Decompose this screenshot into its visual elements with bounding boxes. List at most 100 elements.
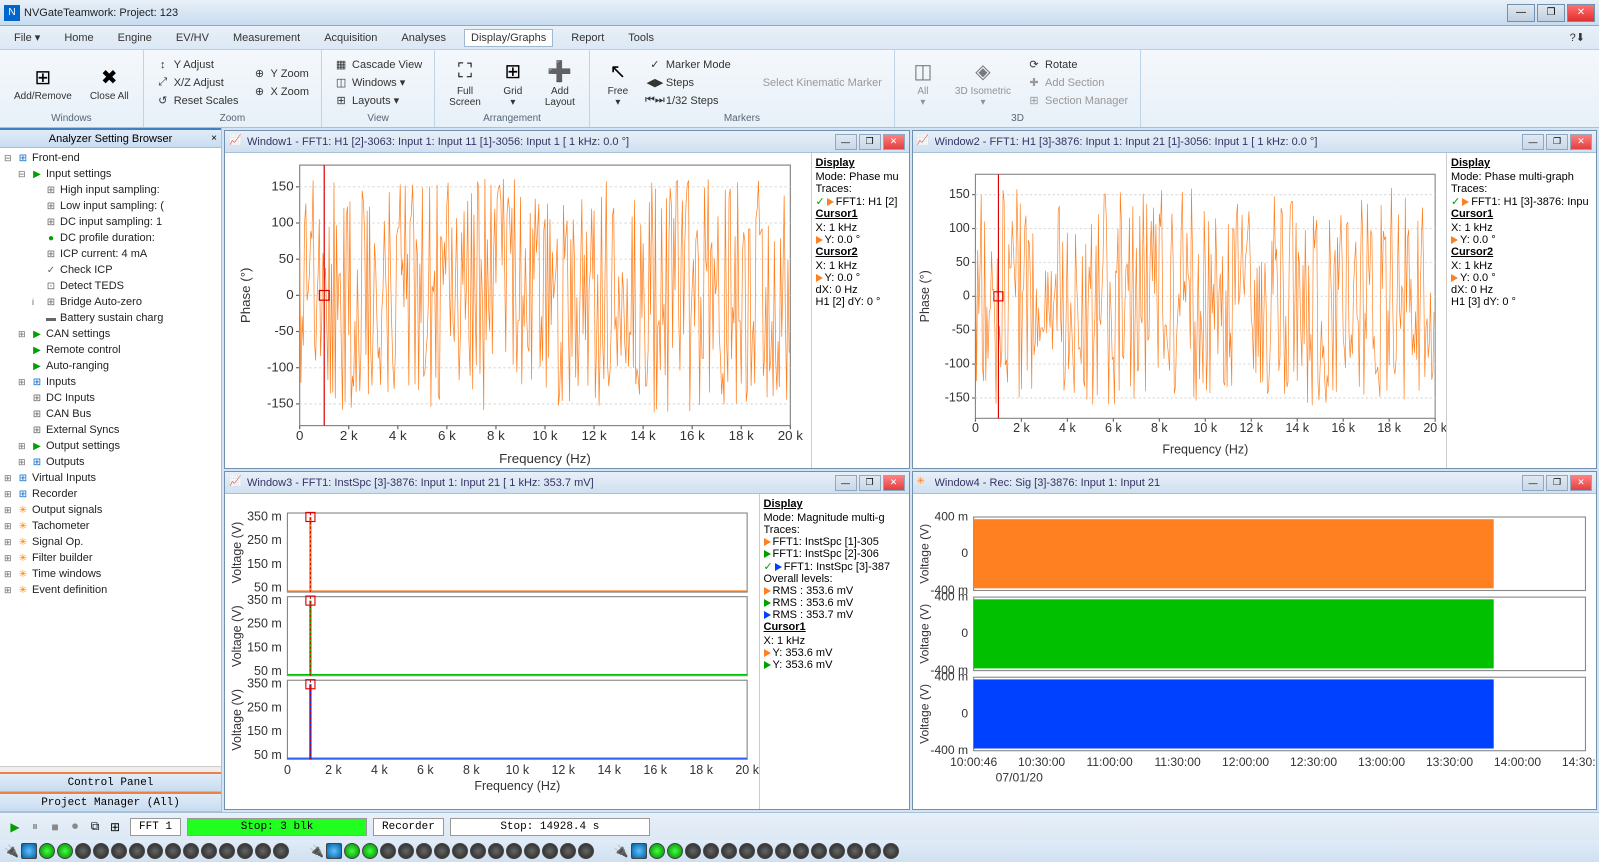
window4-titlebar[interactable]: ✳ Window4 - Rec: Sig [3]-3876: Input 1: … bbox=[913, 472, 1597, 494]
tree-node[interactable]: ⊡Detect TEDS bbox=[2, 278, 219, 294]
tree-node[interactable]: ▶Auto-ranging bbox=[2, 358, 219, 374]
help-button[interactable]: ?⬇ bbox=[1564, 29, 1591, 46]
tree-node[interactable]: ⊞ICP current: 4 mA bbox=[2, 246, 219, 262]
ribbon-x-zoom[interactable]: ⊕X Zoom bbox=[249, 84, 314, 100]
tree-node[interactable]: ⊞CAN Bus bbox=[2, 406, 219, 422]
ribbon-steps[interactable]: ◀▶Steps bbox=[644, 75, 735, 91]
ribbon-section-manager[interactable]: ⊞Section Manager bbox=[1023, 93, 1132, 109]
tree-node[interactable]: ⊞⊞Virtual Inputs bbox=[2, 470, 219, 486]
menu-item-file-[interactable]: File ▾ bbox=[8, 29, 46, 46]
tree-node[interactable]: ⊞▶Output settings bbox=[2, 438, 219, 454]
maximize-button[interactable]: ❐ bbox=[1546, 475, 1568, 491]
tree-node[interactable]: i⊞Bridge Auto-zero bbox=[2, 294, 219, 310]
minimize-button[interactable]: — bbox=[835, 475, 857, 491]
window2-titlebar[interactable]: 📈 Window2 - FFT1: H1 [3]-3876: Input 1: … bbox=[913, 131, 1597, 153]
window4-plot[interactable]: 400 m0-400 mVoltage (V)400 m0-400 mVolta… bbox=[913, 494, 1597, 809]
ribbon-windows-[interactable]: ◫Windows ▾ bbox=[330, 75, 426, 91]
window3-plot[interactable]: 350 m250 m150 m50 mVoltage (V)350 m250 m… bbox=[225, 494, 759, 809]
marker-icon bbox=[764, 661, 771, 669]
tree-node[interactable]: ⊞⊞Recorder bbox=[2, 486, 219, 502]
menu-item-measurement[interactable]: Measurement bbox=[227, 30, 306, 46]
ribbon-full-screen[interactable]: ⛶FullScreen bbox=[443, 56, 487, 110]
tree-node[interactable]: ⊟⊞Front-end bbox=[2, 150, 219, 166]
ribbon-reset-scales[interactable]: ↺Reset Scales bbox=[152, 93, 243, 109]
tree-node[interactable]: ⊞✳Time windows bbox=[2, 566, 219, 582]
tree-node[interactable]: ⊞✳Event definition bbox=[2, 582, 219, 598]
tree-node[interactable]: ⊞✳Signal Op. bbox=[2, 534, 219, 550]
close-button[interactable]: ✕ bbox=[883, 134, 905, 150]
stop-button[interactable]: ■ bbox=[46, 818, 64, 836]
ribbon-y-adjust[interactable]: ↕Y Adjust bbox=[152, 57, 243, 73]
maximize-button[interactable]: ❐ bbox=[859, 134, 881, 150]
menu-item-engine[interactable]: Engine bbox=[112, 30, 158, 46]
svg-text:11:00:00: 11:00:00 bbox=[1086, 755, 1133, 769]
tree-node[interactable]: ▶Remote control bbox=[2, 342, 219, 358]
tree-node[interactable]: ⊞✳Filter builder bbox=[2, 550, 219, 566]
minimize-button[interactable]: — bbox=[1507, 4, 1535, 22]
menu-item-report[interactable]: Report bbox=[565, 30, 610, 46]
tree-node[interactable]: ⊞✳Output signals bbox=[2, 502, 219, 518]
play-button[interactable]: ▶ bbox=[6, 818, 24, 836]
tree-node[interactable]: ⊟▶Input settings bbox=[2, 166, 219, 182]
tool-button[interactable]: ⊞ bbox=[106, 818, 124, 836]
ribbon-select-kinematic-marker[interactable]: Select Kinematic Marker bbox=[741, 75, 886, 91]
menu-item-acquisition[interactable]: Acquisition bbox=[318, 30, 383, 46]
close-button[interactable]: ✕ bbox=[1570, 134, 1592, 150]
menu-item-tools[interactable]: Tools bbox=[622, 30, 660, 46]
ribbon-x-z-adjust[interactable]: ⤢X/Z Adjust bbox=[152, 75, 243, 91]
maximize-button[interactable]: ❐ bbox=[1537, 4, 1565, 22]
menu-item-analyses[interactable]: Analyses bbox=[395, 30, 452, 46]
ribbon--d-isometric-[interactable]: ◈3D Isometric▾ bbox=[949, 56, 1017, 110]
marker-icon bbox=[1451, 274, 1458, 282]
tree-node[interactable]: ⊞DC Inputs bbox=[2, 390, 219, 406]
tree-node[interactable]: ⊞DC input sampling: 1 bbox=[2, 214, 219, 230]
svg-text:11:30:00: 11:30:00 bbox=[1154, 755, 1201, 769]
record-button[interactable]: ⏺ bbox=[66, 818, 84, 836]
copy-button[interactable]: ⧉ bbox=[86, 818, 104, 836]
ribbon-rotate[interactable]: ⟳Rotate bbox=[1023, 57, 1132, 73]
ribbon-all-[interactable]: ◫All▾ bbox=[903, 56, 943, 110]
ribbon-add-layout[interactable]: ➕AddLayout bbox=[539, 56, 581, 110]
ribbon-add-remove[interactable]: ⊞Add/Remove bbox=[8, 61, 78, 104]
tree-node[interactable]: ⊞External Syncs bbox=[2, 422, 219, 438]
tree-node[interactable]: ⊞⊞Inputs bbox=[2, 374, 219, 390]
tree-node[interactable]: ⊞Low input sampling: ( bbox=[2, 198, 219, 214]
ribbon-grid-[interactable]: ⊞Grid▾ bbox=[493, 56, 533, 110]
close-button[interactable]: ✕ bbox=[1567, 4, 1595, 22]
ribbon-cascade-view[interactable]: ▦Cascade View bbox=[330, 57, 426, 73]
window1-titlebar[interactable]: 📈 Window1 - FFT1: H1 [2]-3063: Input 1: … bbox=[225, 131, 909, 153]
minimize-button[interactable]: — bbox=[835, 134, 857, 150]
minimize-button[interactable]: — bbox=[1522, 134, 1544, 150]
maximize-button[interactable]: ❐ bbox=[859, 475, 881, 491]
control-panel-header[interactable]: Control Panel bbox=[0, 772, 221, 792]
pause-button[interactable]: ⏸ bbox=[26, 818, 44, 836]
ribbon-free-[interactable]: ↖Free▾ bbox=[598, 56, 638, 110]
tree-node[interactable]: ⊞High input sampling: bbox=[2, 182, 219, 198]
ribbon--steps[interactable]: ⏮⏭1/32 Steps bbox=[644, 93, 735, 109]
project-manager-header[interactable]: Project Manager (All) bbox=[0, 792, 221, 812]
minimize-button[interactable]: — bbox=[1522, 475, 1544, 491]
tree-node[interactable]: ⊞▶CAN settings bbox=[2, 326, 219, 342]
cursor1-x: X: 1 kHz bbox=[816, 222, 905, 234]
sidebar-close-icon[interactable]: × bbox=[211, 133, 217, 144]
ribbon-layouts-[interactable]: ⊞Layouts ▾ bbox=[330, 93, 426, 109]
ribbon-add-section[interactable]: ✚Add Section bbox=[1023, 75, 1132, 91]
ribbon-close-all[interactable]: ✖Close All bbox=[84, 61, 135, 104]
ribbon-marker-mode[interactable]: ✓Marker Mode bbox=[644, 57, 735, 73]
ribbon-y-zoom[interactable]: ⊕Y Zoom bbox=[249, 66, 314, 82]
maximize-button[interactable]: ❐ bbox=[1546, 134, 1568, 150]
tree-node[interactable]: ▬Battery sustain charg bbox=[2, 310, 219, 326]
close-button[interactable]: ✕ bbox=[883, 475, 905, 491]
menu-item-home[interactable]: Home bbox=[58, 30, 99, 46]
menu-item-ev-hv[interactable]: EV/HV bbox=[170, 30, 215, 46]
tree-node[interactable]: ✓Check ICP bbox=[2, 262, 219, 278]
close-button[interactable]: ✕ bbox=[1570, 475, 1592, 491]
menu-item-display-graphs[interactable]: Display/Graphs bbox=[464, 29, 553, 47]
window2-plot[interactable]: -150-100-5005010015002 k4 k6 k8 k10 k12 … bbox=[913, 153, 1447, 468]
window3-titlebar[interactable]: 📈 Window3 - FFT1: InstSpc [3]-3876: Inpu… bbox=[225, 472, 909, 494]
window1-plot[interactable]: -150-100-5005010015002 k4 k6 k8 k10 k12 … bbox=[225, 153, 811, 468]
tree-view[interactable]: ⊟⊞Front-end⊟▶Input settings⊞High input s… bbox=[0, 148, 221, 766]
tree-node[interactable]: ⊞⊞Outputs bbox=[2, 454, 219, 470]
tree-node[interactable]: ●DC profile duration: bbox=[2, 230, 219, 246]
tree-node[interactable]: ⊞✳Tachometer bbox=[2, 518, 219, 534]
